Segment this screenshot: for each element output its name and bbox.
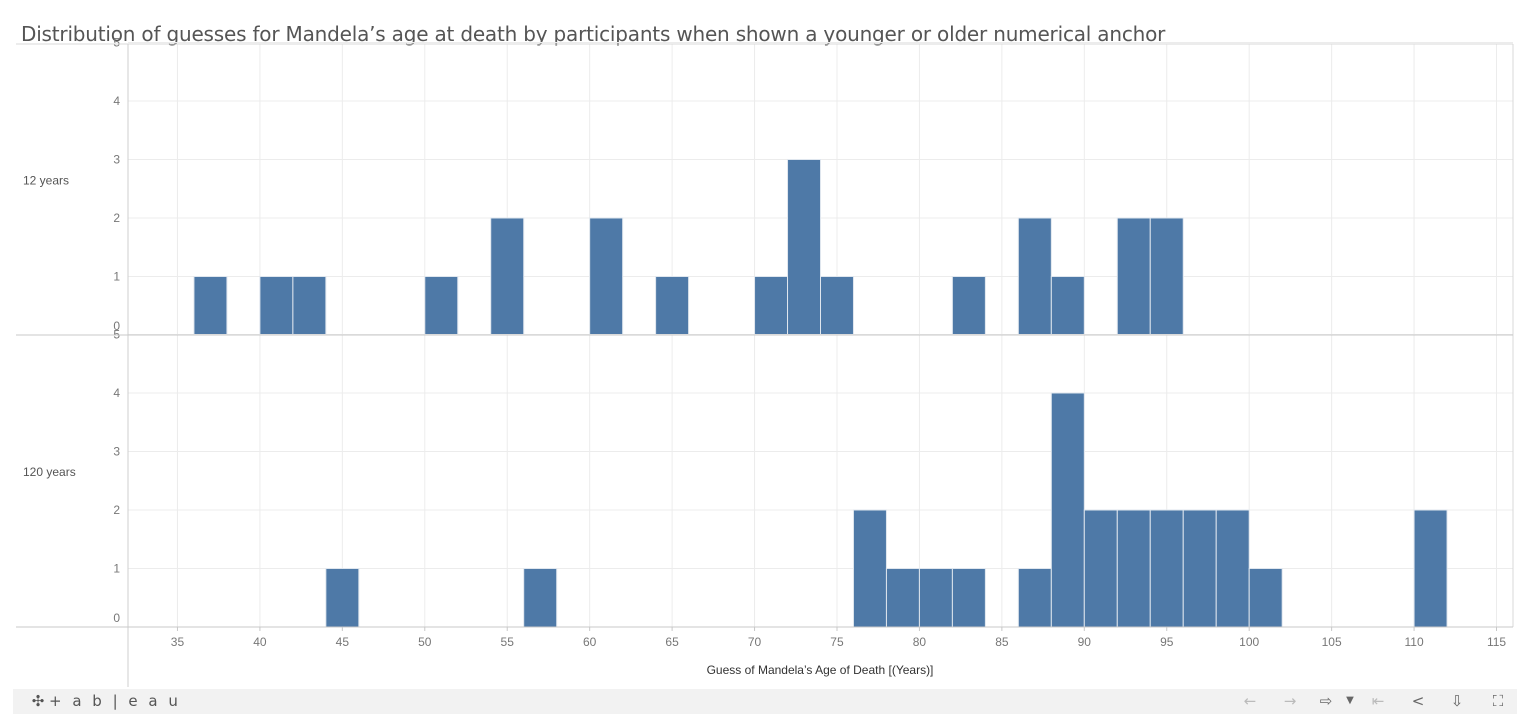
y-tick-label: 1 — [113, 562, 120, 576]
tableau-logo[interactable]: ✣ + a b | e a u — [29, 692, 181, 710]
x-tick-label: 60 — [583, 635, 597, 649]
histogram-bar — [1182, 509, 1217, 628]
x-tick-label: 85 — [995, 635, 1009, 649]
reset-icon[interactable]: ⇤ — [1371, 692, 1385, 710]
histogram-bar — [1050, 276, 1085, 336]
histogram-bar — [589, 217, 624, 336]
row-label: 120 years — [23, 465, 76, 479]
histogram-bar — [655, 276, 690, 336]
y-tick-label: 0 — [113, 319, 120, 333]
histogram-bar — [852, 509, 887, 628]
histogram-bar — [1017, 217, 1052, 336]
x-tick-label: 90 — [1078, 635, 1092, 649]
histogram-bar — [523, 568, 558, 628]
x-tick-label: 95 — [1160, 635, 1174, 649]
histogram-bar — [918, 568, 953, 628]
histogram-bar — [1413, 509, 1448, 628]
x-tick-label: 80 — [913, 635, 927, 649]
x-tick-label: 75 — [830, 635, 844, 649]
x-tick-label: 35 — [171, 635, 185, 649]
histogram-bar — [292, 276, 327, 336]
revert-icon[interactable]: ⇨ — [1319, 692, 1333, 710]
histogram-bar — [1050, 392, 1085, 628]
tableau-logo-text: + a b | e a u — [49, 692, 181, 710]
y-tick-label: 2 — [113, 211, 120, 225]
undo-icon[interactable]: ← — [1243, 692, 1257, 710]
histogram-bar — [787, 159, 821, 336]
x-tick-label: 105 — [1322, 635, 1342, 649]
y-tick-label: 3 — [113, 153, 120, 167]
y-tick-label: 3 — [113, 445, 120, 459]
x-tick-label: 100 — [1239, 635, 1259, 649]
share-icon[interactable]: < — [1411, 692, 1425, 710]
histogram-bar — [820, 276, 854, 336]
x-tick-label: 45 — [336, 635, 350, 649]
x-tick-label: 110 — [1405, 635, 1424, 649]
histogram-bar — [754, 276, 789, 336]
histogram-bar — [1149, 217, 1184, 336]
x-tick-label: 55 — [501, 635, 515, 649]
y-tick-label: 4 — [113, 94, 120, 108]
x-axis-title: Guess of Mandela’s Age of Death [(Years)… — [707, 663, 934, 677]
redo-icon[interactable]: → — [1283, 692, 1297, 710]
histogram-bar — [424, 276, 459, 336]
histogram-bar — [951, 276, 986, 336]
x-tick-label: 70 — [748, 635, 762, 649]
y-tick-label: 1 — [113, 270, 120, 284]
x-tick-label: 115 — [1487, 635, 1506, 649]
histogram-bar — [1116, 217, 1151, 336]
histogram-bar — [1215, 509, 1250, 628]
histogram-bar — [885, 568, 920, 628]
histogram-bar — [325, 568, 360, 628]
x-tick-label: 65 — [665, 635, 679, 649]
histogram-bar — [1083, 509, 1118, 628]
histogram-bar — [1017, 568, 1052, 628]
fullscreen-icon[interactable]: ⛶ — [1492, 692, 1504, 710]
tableau-logo-icon: ✣ — [31, 692, 45, 710]
dropdown-icon[interactable]: ▼ — [1346, 695, 1354, 706]
y-tick-label: 0 — [113, 611, 120, 625]
y-tick-label: 2 — [113, 503, 120, 517]
y-tick-label: 4 — [113, 386, 120, 400]
x-tick-label: 40 — [253, 635, 267, 649]
download-icon[interactable]: ⇩ — [1450, 692, 1464, 710]
y-tick-label: 5 — [113, 36, 120, 50]
histogram-bar — [1149, 509, 1184, 628]
histogram-bar — [193, 276, 228, 336]
tableau-toolbar: ✣ + a b | e a u ← → ⇨ ▼ ⇤ < ⇩ ⛶ — [13, 689, 1517, 714]
histogram-bar — [1248, 568, 1283, 628]
x-tick-label: 50 — [418, 635, 432, 649]
row-label: 12 years — [23, 174, 69, 188]
histogram-bar — [951, 568, 986, 628]
histogram-bar — [259, 276, 294, 336]
histogram-bar — [490, 217, 525, 336]
histogram-bar — [1116, 509, 1151, 628]
